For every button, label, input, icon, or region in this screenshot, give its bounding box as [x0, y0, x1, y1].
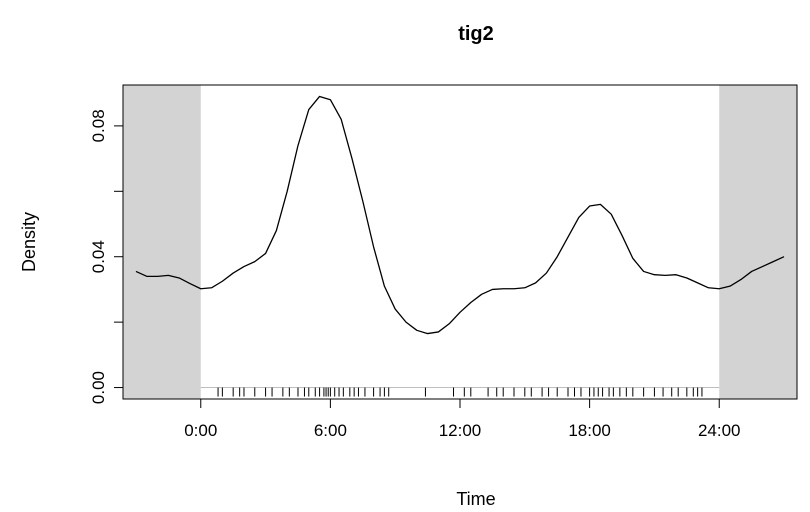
y-tick-label: 0.08 [89, 109, 108, 142]
x-tick-label: 24:00 [698, 421, 741, 440]
y-axis: 0.00 0.04 0.08 [89, 109, 124, 404]
x-tick-label: 18:00 [568, 421, 611, 440]
y-tick-label: 0.04 [89, 240, 108, 273]
plot-frame [122, 84, 798, 400]
shaded-regions [123, 85, 797, 399]
x-tick-label: 12:00 [439, 421, 482, 440]
shaded-region-0 [123, 85, 201, 399]
x-tick-label: 0:00 [184, 421, 217, 440]
x-axis: 0:00 6:00 12:00 18:00 24:00 [184, 398, 741, 440]
rug-marks [217, 387, 703, 397]
y-tick-label: 0.00 [89, 371, 108, 404]
density-curve [135, 95, 785, 335]
y-axis-label: Density [19, 212, 39, 272]
series-line-0 [135, 95, 785, 335]
x-tick-label: 6:00 [314, 421, 347, 440]
shaded-region-1 [719, 85, 797, 399]
chart-title: tig2 [458, 23, 494, 45]
x-axis-label: Time [456, 489, 495, 509]
